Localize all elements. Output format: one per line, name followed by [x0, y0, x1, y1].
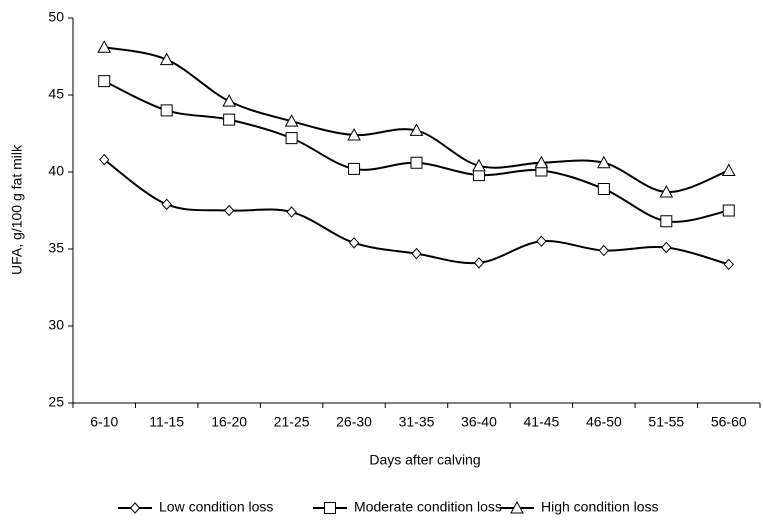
x-tick-label: 46-50 — [586, 414, 622, 430]
data-point — [286, 206, 297, 218]
data-point — [536, 235, 547, 248]
x-axis-title: Days after calving — [369, 452, 480, 468]
data-point — [348, 237, 360, 249]
x-tick-label: 51-55 — [648, 414, 684, 430]
series-line — [104, 46, 730, 194]
legend-marker — [324, 502, 336, 514]
data-point — [97, 40, 112, 53]
data-point — [661, 241, 672, 254]
data-point — [98, 75, 111, 88]
y-tick-label: 45 — [48, 86, 64, 102]
legend-label: High condition loss — [541, 499, 659, 515]
x-tick-label: 56-60 — [711, 414, 747, 430]
data-point — [723, 258, 734, 271]
data-point — [473, 257, 485, 269]
data-point — [223, 204, 235, 217]
data-point — [597, 182, 610, 195]
data-point — [347, 127, 361, 141]
data-point — [99, 153, 110, 166]
x-tick-label: 21-25 — [274, 414, 310, 430]
legend-marker — [510, 500, 524, 514]
legend-label: Moderate condition loss — [354, 499, 502, 515]
y-tick-label: 40 — [48, 163, 64, 179]
y-tick-label: 35 — [48, 240, 64, 256]
y-axis-title: UFA, g/100 g fat milk — [9, 144, 25, 275]
series-line — [103, 80, 729, 223]
data-point — [598, 244, 610, 257]
x-tick-label: 36-40 — [461, 414, 497, 430]
data-point — [411, 247, 422, 260]
legend-label: Low condition loss — [159, 499, 273, 515]
data-point — [721, 163, 736, 176]
x-tick-label: 16-20 — [211, 414, 247, 430]
x-tick-label: 26-30 — [336, 414, 372, 430]
data-point — [348, 162, 361, 175]
data-point — [161, 198, 172, 211]
data-point — [409, 123, 424, 136]
data-point — [222, 94, 236, 107]
data-point — [285, 132, 298, 145]
data-point — [159, 52, 174, 66]
data-point — [223, 113, 236, 126]
data-point — [722, 204, 735, 217]
y-tick-label: 30 — [48, 317, 64, 333]
data-point — [660, 215, 673, 228]
x-tick-label: 11-15 — [149, 414, 184, 430]
y-tick-label: 25 — [48, 394, 64, 410]
x-tick-label: 6-10 — [90, 414, 118, 430]
data-point — [472, 158, 486, 172]
x-tick-label: 41-45 — [524, 414, 560, 430]
x-tick-label: 31-35 — [399, 414, 435, 430]
data-point — [410, 156, 423, 169]
data-point — [659, 184, 674, 198]
y-tick-label: 50 — [48, 9, 64, 25]
data-point — [160, 104, 173, 117]
data-point — [284, 114, 299, 127]
legend-marker — [129, 502, 141, 514]
data-point — [534, 155, 549, 169]
data-point — [597, 155, 611, 169]
